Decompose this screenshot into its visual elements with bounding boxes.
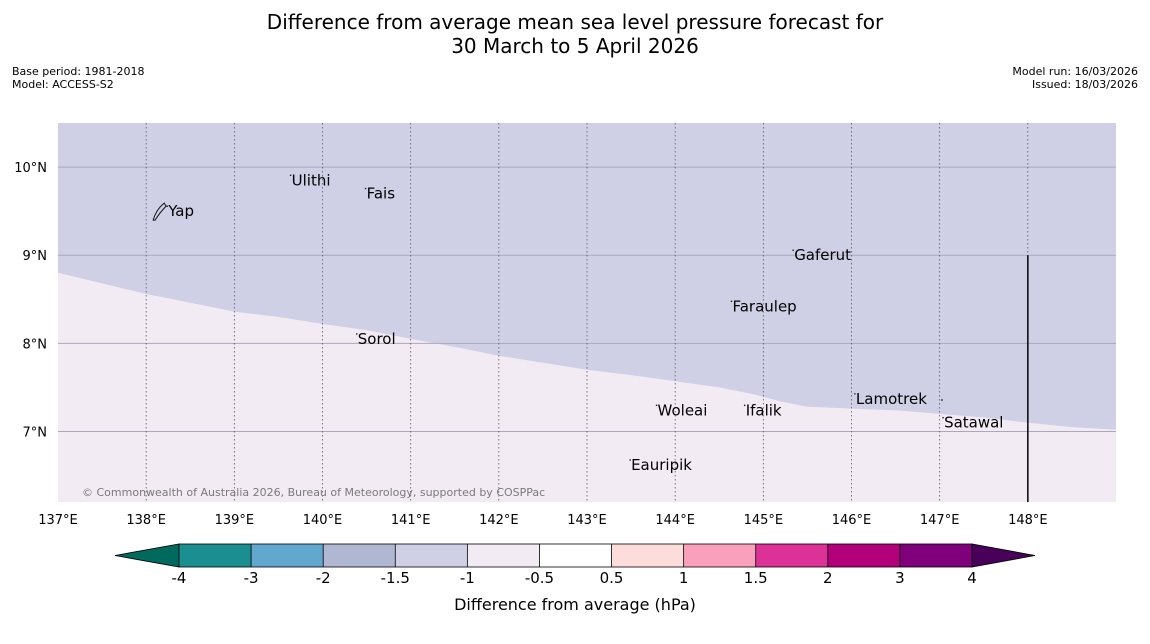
lon-tick-label: 140°E (303, 513, 343, 528)
colorbar-extend-low (114, 543, 180, 568)
island-dot (730, 300, 733, 303)
island-dot (941, 399, 943, 401)
colorbar-tick-label: -0.5 (525, 569, 554, 587)
lon-tick-label: 137°E (38, 513, 78, 528)
map-area: 10°N 9°N 8°N 7°N 137°E 138°E 139°E 140°E 141°E 14… (14, 123, 1116, 528)
meta-right: Model run: 16/03/2026 Issued: 18/03/2026 (1012, 65, 1138, 91)
island-dot (854, 393, 856, 395)
colorbar-label: Difference from average (hPa) (454, 595, 696, 614)
lon-tick-label: 138°E (126, 513, 166, 528)
island-label: Gaferut (794, 246, 851, 264)
island-dot (743, 404, 746, 407)
title-line-1: Difference from average mean sea level p… (266, 10, 884, 34)
lon-tick-label: 145°E (744, 513, 784, 528)
colorbar-segment (899, 544, 972, 567)
island-dot (942, 416, 944, 419)
lon-tick-label: 148°E (1008, 513, 1048, 528)
lon-tick-label: 143°E (567, 513, 607, 528)
base-period: Base period: 1981-2018 (12, 65, 145, 78)
island-label: Satawal (944, 414, 1003, 432)
colorbar-segment (611, 544, 684, 567)
colorbar: -4 -3 -2 -1.5 -1 -0.5 0.5 1 1.5 2 3 4 (114, 543, 1036, 587)
yap-island-outline (152, 202, 167, 221)
colorbar-tick-label: 4 (967, 569, 977, 587)
colorbar-tick-label: -1.5 (381, 569, 410, 587)
colorbar-tick-label: 1 (679, 569, 689, 587)
title-line-2: 30 March to 5 April 2026 (451, 34, 699, 58)
colorbar-tick-label: 3 (895, 569, 905, 587)
island-dot (355, 333, 358, 335)
island-dot (364, 187, 367, 190)
meta-left: Base period: 1981-2018 Model: ACCESS-S2 (12, 65, 144, 91)
island-dot (289, 174, 292, 177)
colorbar-segment (323, 544, 396, 567)
lon-tick-label: 142°E (479, 513, 519, 528)
lon-tick-label: 141°E (391, 513, 431, 528)
lon-tick-label: 144°E (655, 513, 695, 528)
island-label: Yap (167, 202, 194, 220)
island-dot (166, 205, 169, 207)
model-run: Model run: 16/03/2026 (1012, 65, 1138, 78)
colorbar-tick-label: 1.5 (744, 569, 768, 587)
island-label: Eauripik (631, 456, 692, 474)
colorbar-segment (467, 544, 540, 567)
island-label: Sorol (358, 330, 396, 348)
colorbar-tick-label: 0.5 (600, 569, 624, 587)
colorbar-tick-label: -3 (244, 569, 259, 587)
island-label: Fais (367, 185, 396, 203)
lat-tick-label: 9°N (23, 249, 48, 264)
island-dot (655, 404, 658, 407)
lat-tick-label: 7°N (23, 425, 48, 440)
island-label: Lamotrek (856, 390, 927, 408)
colorbar-tick-label: 2 (823, 569, 833, 587)
colorbar-tick-label: -4 (172, 569, 187, 587)
colorbar-segment (827, 544, 900, 567)
colorbar-segment (755, 544, 828, 567)
colorbar-segment (179, 544, 252, 567)
island-dot (792, 249, 794, 252)
lon-tick-label: 139°E (215, 513, 255, 528)
island-label: Ulithi (292, 171, 331, 189)
colorbar-segment (683, 544, 756, 567)
lon-tick-label: 147°E (920, 513, 960, 528)
colorbar-segment (539, 544, 612, 567)
model-name: Model: ACCESS-S2 (12, 78, 114, 91)
issued-date: Issued: 18/03/2026 (1031, 78, 1138, 91)
colorbar-segment (395, 544, 468, 567)
island-label: Woleai (658, 401, 708, 419)
lon-tick-label: 146°E (832, 513, 872, 528)
colorbar-tick-label: -2 (316, 569, 331, 587)
lat-tick-label: 10°N (14, 161, 47, 176)
colorbar-segment (251, 544, 324, 567)
island-dot (629, 459, 631, 461)
copyright-notice: © Commonwealth of Australia 2026, Bureau… (82, 486, 545, 499)
lat-tick-label: 8°N (23, 337, 48, 352)
colorbar-border (178, 543, 973, 568)
island-label: Ifalik (746, 401, 782, 419)
colorbar-tick-label: -1 (460, 569, 475, 587)
island-label: Faraulep (732, 297, 796, 315)
colorbar-extend-high (971, 543, 1036, 568)
